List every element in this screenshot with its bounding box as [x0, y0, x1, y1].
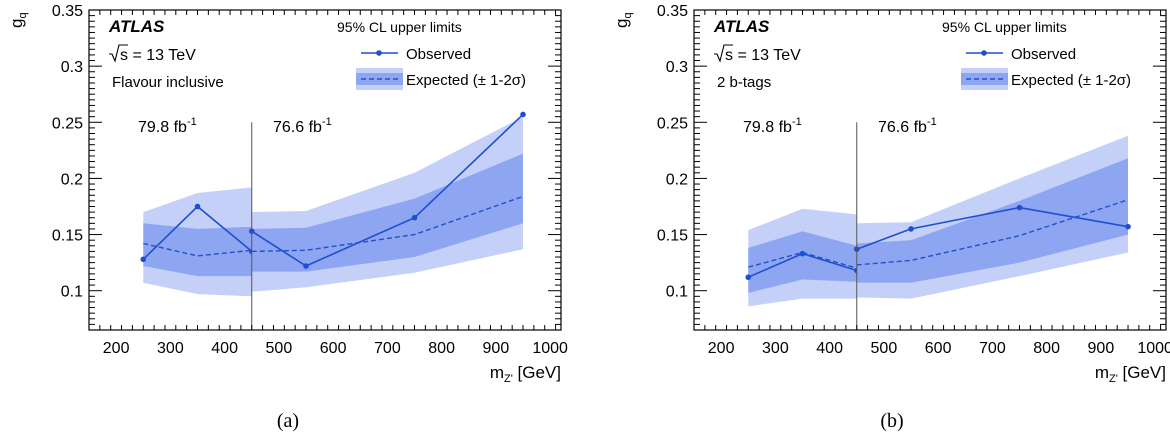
panel-b-y-tick-label-3: 0.25 — [657, 115, 688, 132]
panel-a-y-tick-label-5: 0.35 — [52, 3, 83, 20]
panel-a-band-1sigma-seg1 — [251, 153, 524, 272]
panel-a-observed-point-seg1-2 — [411, 214, 418, 221]
panel-a-x-tick-label-300: 300 — [157, 340, 184, 357]
panel-b-observed-point-seg1-3 — [1125, 223, 1131, 230]
panel-b-y-tick-label-4: 0.3 — [666, 59, 688, 76]
panel-b-y-tick-label-1: 0.15 — [657, 228, 688, 245]
panel-b-x-tick-label-200: 200 — [708, 340, 735, 357]
panel-a-selection-label: Flavour inclusive — [112, 74, 224, 91]
panel-a-y-tick-label-4: 0.3 — [61, 59, 83, 76]
panel-a-observed-point-seg0-0 — [140, 256, 147, 263]
panel-a-y-axis-label: gq — [7, 12, 29, 28]
panel-a-experiment-label: ATLAS — [108, 17, 165, 36]
panel-a-observed-point-seg1-1 — [303, 263, 309, 269]
panel-a-x-tick-label-400: 400 — [211, 340, 238, 357]
panel-a-lumi-left-label: 79.8 fb-1 — [138, 116, 197, 136]
panel-a-observed-line-seg1 — [251, 113, 524, 267]
panel-b-x-tick-label-300: 300 — [762, 340, 789, 357]
panel-b-x-tick-label-500: 500 — [871, 340, 898, 357]
panel-b-x-tick-label-600: 600 — [925, 340, 952, 357]
panel-a-expected-line-seg0 — [143, 242, 252, 257]
panel-b-caption: (b) — [880, 410, 904, 432]
panel-a-y-tick-label-0: 0.1 — [61, 284, 83, 301]
panel-a: 200 300 400 500 600 700 800 900 1000 0.1 0.15 0.2 0.… — [7, 3, 568, 385]
panel-a-x-tick-label-200: 200 — [103, 340, 130, 357]
panel-a-x-tick-label-800: 800 — [428, 340, 455, 357]
panel-b-x-tick-label-400: 400 — [816, 340, 843, 357]
panel-b-x-tick-label-700: 700 — [979, 340, 1006, 357]
panel-a-x-tick-label-600: 600 — [320, 340, 347, 357]
panel-b-legend-title: 95% CL upper limits — [942, 19, 1067, 35]
panel-a-observed-point-seg0-1 — [194, 203, 201, 210]
panel-b: 200 300 400 500 600 700 800 900 1000 0.1 0.15 0.2 0.… — [612, 3, 1170, 385]
panel-b-y-tick-label-2: 0.2 — [666, 171, 688, 188]
panel-b-y-tick-label-0: 0.1 — [666, 284, 688, 301]
panel-b-observed-point-seg1-1 — [908, 226, 914, 232]
panel-b-band-1sigma-seg0 — [748, 231, 857, 293]
panel-a-y-tick-label-2: 0.2 — [61, 171, 83, 188]
panel-b-band-1sigma-seg1 — [856, 158, 1128, 283]
panel-a-sqrt-symbol — [109, 44, 128, 63]
panel-b-y-axis-label: gq — [612, 12, 634, 28]
panel-a-energy-label: s = 13 TeV — [120, 47, 196, 64]
panel-b-selection-label: 2 b-tags — [717, 74, 771, 91]
panel-a-caption: (a) — [276, 410, 300, 432]
panel-a-x-axis-label: mZ' [GeV] — [490, 363, 561, 385]
panel-b-experiment-label: ATLAS — [713, 17, 770, 36]
panel-a-legend-expected-label: Expected (± 1-2σ) — [406, 72, 526, 89]
panel-a-x-tick-label-900: 900 — [483, 340, 510, 357]
panel-b-observed-point-seg1-2 — [1016, 204, 1023, 211]
panel-a-x-tick-label-1000: 1000 — [532, 340, 568, 357]
panel-b-sqrt-symbol — [714, 44, 733, 63]
panel-a-expected-line-seg1 — [251, 195, 524, 253]
panel-a-legend-observed-label: Observed — [406, 46, 471, 63]
panel-b-legend-observed-marker — [981, 50, 987, 56]
panel-b-expected-line-seg1 — [856, 199, 1129, 266]
panel-a-y-tick-label-1: 0.15 — [52, 228, 83, 245]
panel-b-legend-observed-label: Observed — [1011, 46, 1076, 63]
panel-a-band-1sigma-seg0 — [143, 223, 252, 277]
panel-b-x-tick-label-900: 900 — [1088, 340, 1115, 357]
panel-a-legend-title: 95% CL upper limits — [337, 19, 462, 35]
panel-a-y-tick-label-3: 0.25 — [52, 115, 83, 132]
panel-b-y-tick-label-5: 0.35 — [657, 3, 688, 20]
panel-a-x-tick-label-700: 700 — [374, 340, 401, 357]
panel-b-x-tick-label-800: 800 — [1033, 340, 1060, 357]
panel-b-x-axis-label: mZ' [GeV] — [1095, 363, 1166, 385]
panel-b-x-tick-label-1000: 1000 — [1137, 340, 1170, 357]
panel-a-frame — [88, 9, 562, 331]
panel-b-frame — [693, 9, 1167, 331]
panel-b-energy-label: s = 13 TeV — [725, 47, 801, 64]
panel-a-observed-point-seg1-3 — [520, 111, 526, 118]
panel-b-observed-point-seg0-0 — [745, 274, 752, 281]
panel-b-legend-expected-label: Expected (± 1-2σ) — [1011, 72, 1131, 89]
panel-b-observed-point-seg0-1 — [799, 250, 806, 257]
panel-a-lumi-right-label: 76.6 fb-1 — [273, 116, 332, 136]
panel-b-lumi-right-label: 76.6 fb-1 — [878, 116, 937, 136]
panel-b-lumi-left-label: 79.8 fb-1 — [743, 116, 802, 136]
panel-a-x-tick-label-500: 500 — [266, 340, 293, 357]
panel-a-legend-observed-marker — [376, 50, 382, 56]
panel-b-observed-line-seg1 — [856, 206, 1129, 250]
